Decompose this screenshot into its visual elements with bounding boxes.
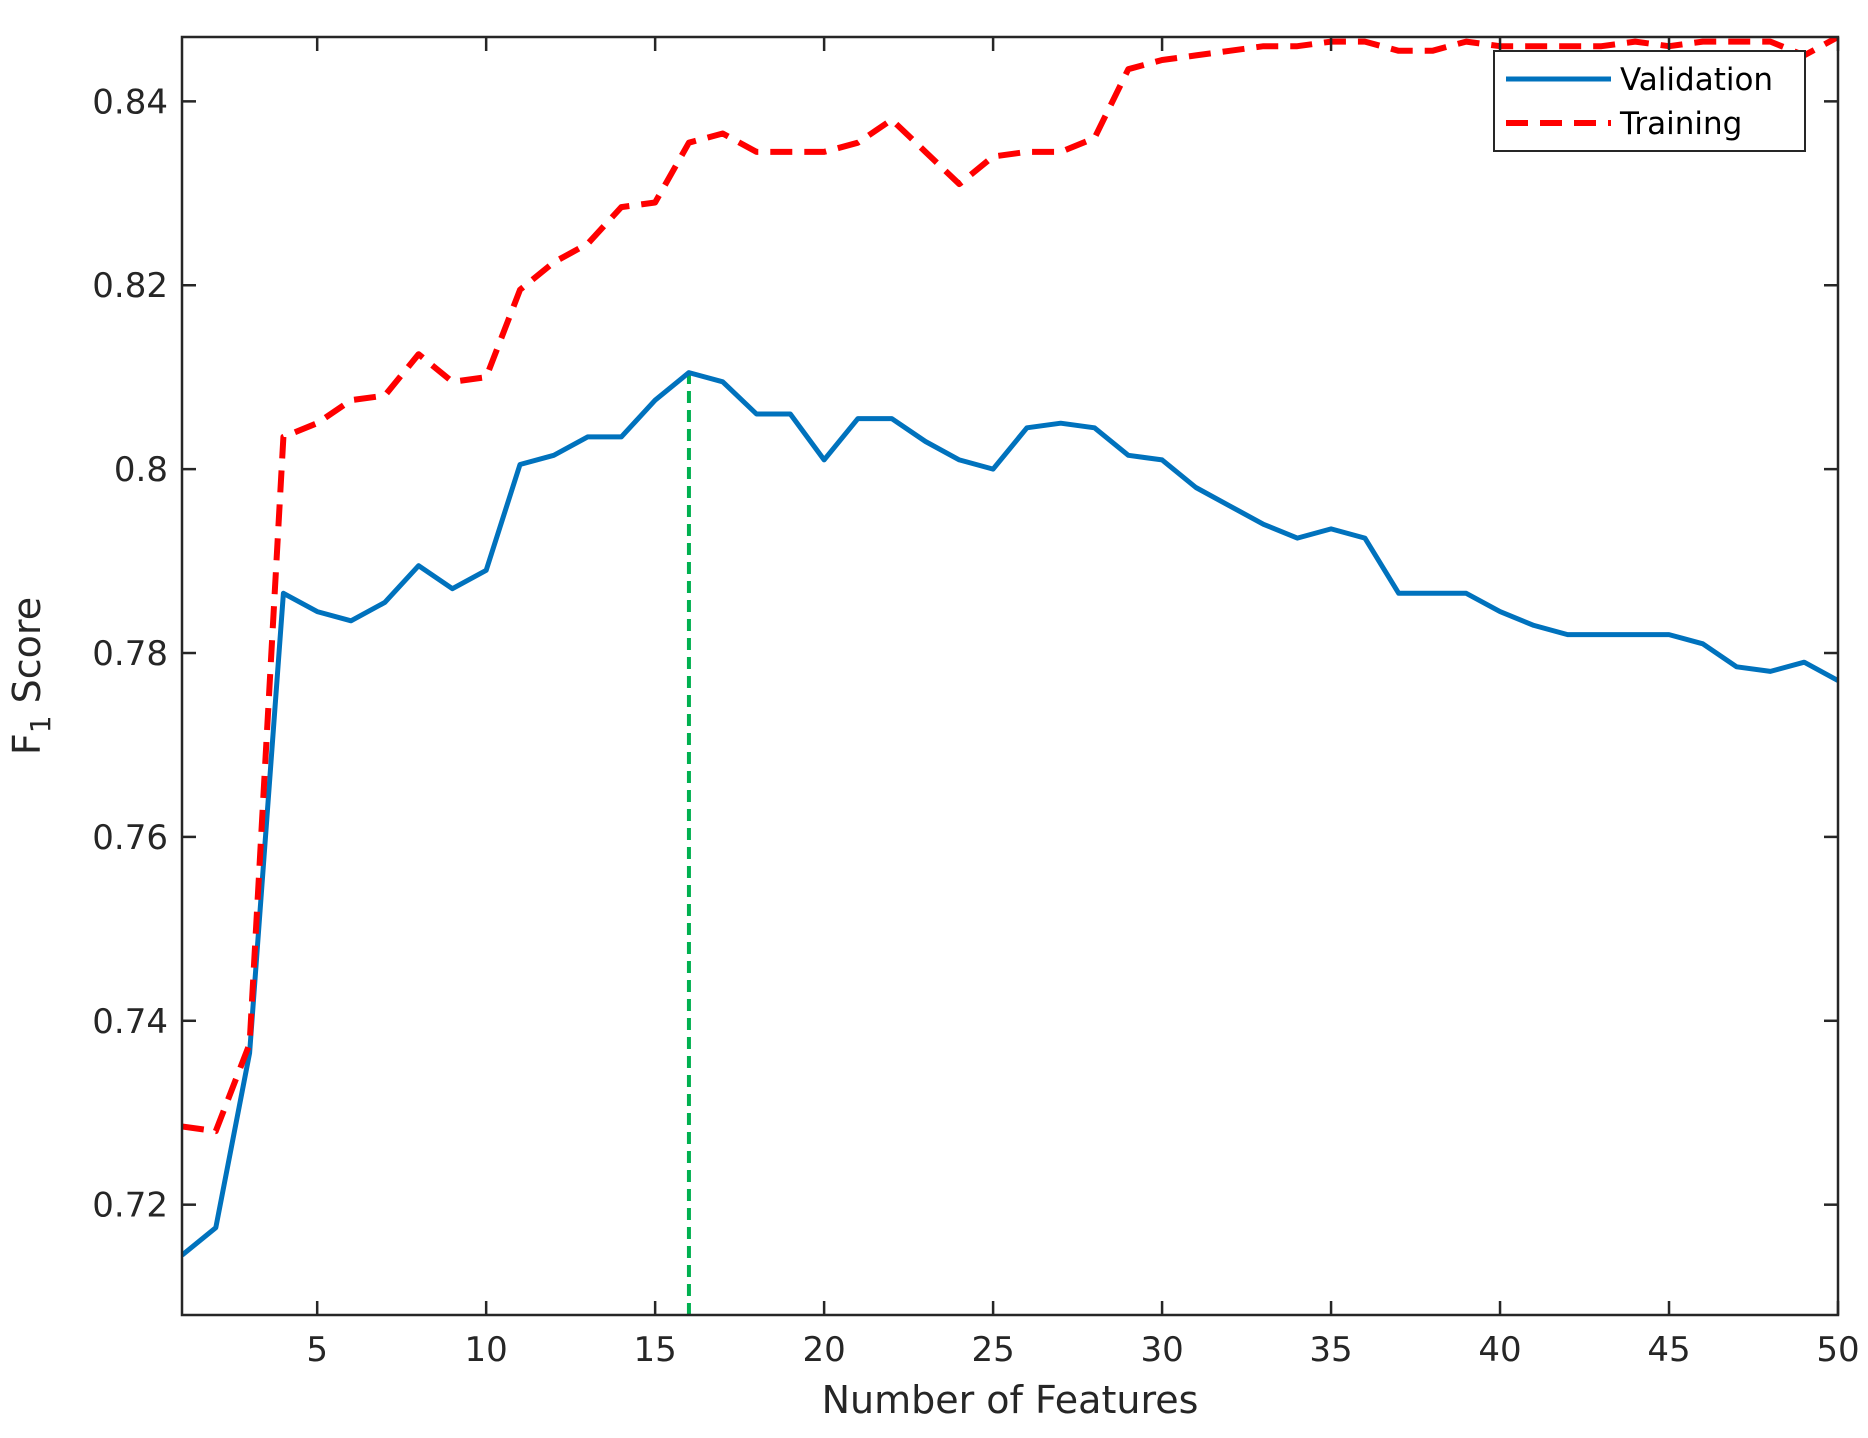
x-tick-label: 20 [802,1330,845,1370]
y-axis-title-subscript: 1 [24,715,57,733]
x-tick-label: 30 [1140,1330,1183,1370]
y-tick-label: 0.74 [92,1002,168,1042]
y-tick-label: 0.82 [92,266,168,306]
y-axis-title: F1 Score [5,597,57,755]
y-tick-label: 0.8 [114,450,168,490]
x-tick-label: 45 [1647,1330,1690,1370]
x-tick-label: 35 [1309,1330,1352,1370]
x-tick-label: 50 [1816,1330,1859,1370]
series-layer [182,37,1838,1258]
legend: Validation Training [1493,50,1806,152]
y-tick-label: 0.72 [92,1186,168,1226]
legend-label-validation: Validation [1620,62,1773,98]
x-tick-label: 10 [465,1330,508,1370]
y-axis-title-main: F [5,733,49,755]
y-tick-label: 0.78 [92,634,168,674]
series-line-training [182,37,1838,1135]
x-tick-label: 40 [1478,1330,1521,1370]
legend-box [1493,50,1806,152]
x-axis-title: Number of Features [822,1378,1199,1422]
x-tick-label: 5 [306,1330,328,1370]
y-tick-label: 0.76 [92,818,168,858]
y-tick-label: 0.84 [92,82,168,122]
tick-layer: 5 10 15 20 25 30 35 40 45 50 0.72 0.74 0.76 0.78 0.8 0.… [92,37,1860,1370]
y-axis-title-rest: Score [5,597,49,716]
legend-label-training: Training [1619,106,1742,142]
x-tick-label: 15 [634,1330,677,1370]
x-tick-label: 25 [971,1330,1014,1370]
series-line-validation [182,370,1838,1258]
axes-box [180,35,1840,1317]
